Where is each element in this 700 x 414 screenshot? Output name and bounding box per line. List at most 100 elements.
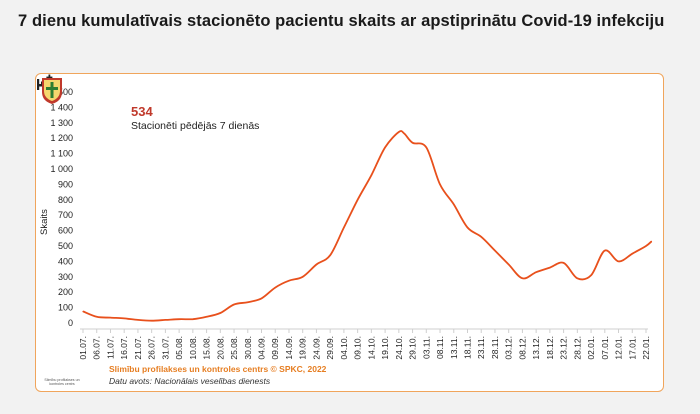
y-tick-label: 900 [58,179,73,189]
data-point [302,276,304,278]
data-point [343,226,345,229]
data-point [439,183,441,185]
x-tick-label: 09.09. [270,336,280,360]
data-point [370,174,372,176]
series-group [82,130,653,322]
logo-caption: Slimību profilakses un kontroles centrs [44,378,80,386]
data-point [631,253,633,255]
x-tick-label: 29.09. [325,336,335,360]
y-tick-label: 0 [68,318,73,328]
x-tick-label: 24.10. [394,336,404,360]
data-point [82,310,84,313]
x-tick-label: 11.07. [105,336,115,359]
y-tick-label: 1 100 [50,149,73,159]
data-point [109,317,112,319]
y-tick-label: 100 [58,303,73,313]
x-tick-label: 13.11. [449,336,459,359]
x-tick-label: 01.07. [78,336,88,360]
data-point [192,318,194,320]
y-axis: 0 100 200 300 400 500 600 700 800 900 1 000 1 100 1 … [50,87,73,328]
data-point [604,250,606,252]
x-tick-label: 02.01. [586,336,596,360]
data-point [247,301,249,303]
data-point [178,318,180,320]
x-tick-label: 08.12. [517,336,527,360]
data-point [508,263,510,266]
x-tick-label: 22.01. [641,336,651,360]
y-axis-label: Skaits [39,209,50,235]
x-tick-label: 03.12. [504,336,514,360]
x-tick-label: 26.07. [147,336,157,360]
x-tick-label: 18.11. [462,336,472,359]
x-tick-label: 29.10. [408,336,418,360]
y-tick-label: 1 200 [50,133,73,143]
x-tick-label: 30.08. [243,336,253,360]
x-tick-label: 20.08. [215,336,225,360]
data-point [205,316,208,318]
y-tick-label: 1 300 [50,118,73,128]
data-point [233,303,235,306]
y-tick-label: 200 [58,287,73,297]
x-tick-label: 09.10. [353,336,363,360]
kpi-value: 534 [131,104,153,119]
footer-source: Datu avots: Nacionālais veselības dienes… [109,376,271,386]
data-point [645,245,647,247]
x-tick-label: 23.12. [559,336,569,360]
x-tick-label: 10.08. [188,336,198,360]
x-tick-label: 19.10. [380,336,390,360]
data-point [274,286,276,289]
x-tick-label: 14.10. [366,336,376,360]
x-tick-label: 07.01. [600,336,610,360]
data-point [96,316,98,318]
data-point [260,297,263,299]
y-tick-label: 400 [58,256,73,266]
y-tick-label: 1 000 [50,164,73,174]
spkc-logo-icon [42,78,62,104]
data-point [563,262,565,264]
x-tick-label: 12.01. [614,336,624,360]
x-tick-label: 04.10. [339,336,349,360]
data-point [453,203,455,206]
x-tick-label: 16.07. [119,336,129,360]
x-tick-label: 13.12. [531,336,541,360]
data-point [384,146,386,149]
x-tick-label: 15.08. [202,336,212,360]
x-tick-label: 23.11. [476,336,486,359]
data-point [137,319,139,321]
x-tick-label: 25.08. [229,336,239,360]
x-tick-label: 28.11. [490,336,500,359]
y-tick-label: 300 [58,272,73,282]
y-tick-label: 600 [58,226,73,236]
data-point [398,131,400,133]
x-tick-label: 06.07. [92,336,102,360]
data-point [219,312,221,314]
data-point [480,236,482,238]
x-tick-label: 21.07. [133,336,143,360]
data-point [549,266,551,269]
x-tick-label: 31.07. [160,336,170,360]
x-tick-label: 19.09. [298,336,308,360]
data-point [494,250,496,252]
x-axis: 01.07. 06.07. 11.07. 16.07. 21.07. 26.07. 31.0… [78,328,651,360]
data-point [650,240,653,242]
data-point [151,320,153,322]
footer-credit: Slimību profilakses un kontroles centrs … [109,364,327,374]
data-point [411,142,414,144]
data-point [403,132,405,135]
kpi-label: Stacionēti pēdējās 7 dienās [131,120,260,132]
data-point [590,274,592,276]
y-tick-label: 1 400 [50,102,73,112]
data-point [466,226,469,229]
x-tick-label: 17.01. [627,336,637,360]
data-point [288,280,290,282]
data-point [123,317,125,319]
series-line [82,130,653,322]
y-tick-label: 500 [58,241,73,251]
data-point [535,271,537,273]
data-point [617,260,620,262]
x-tick-label: 08.11. [435,336,445,359]
x-tick-label: 24.09. [311,336,321,360]
page-title: 7 dienu kumulatīvais stacionēto pacientu… [18,12,665,30]
chart-card: 0 100 200 300 400 500 600 700 800 900 1 000 1 100 1 … [35,73,664,392]
x-tick-label: 18.12. [545,336,555,360]
